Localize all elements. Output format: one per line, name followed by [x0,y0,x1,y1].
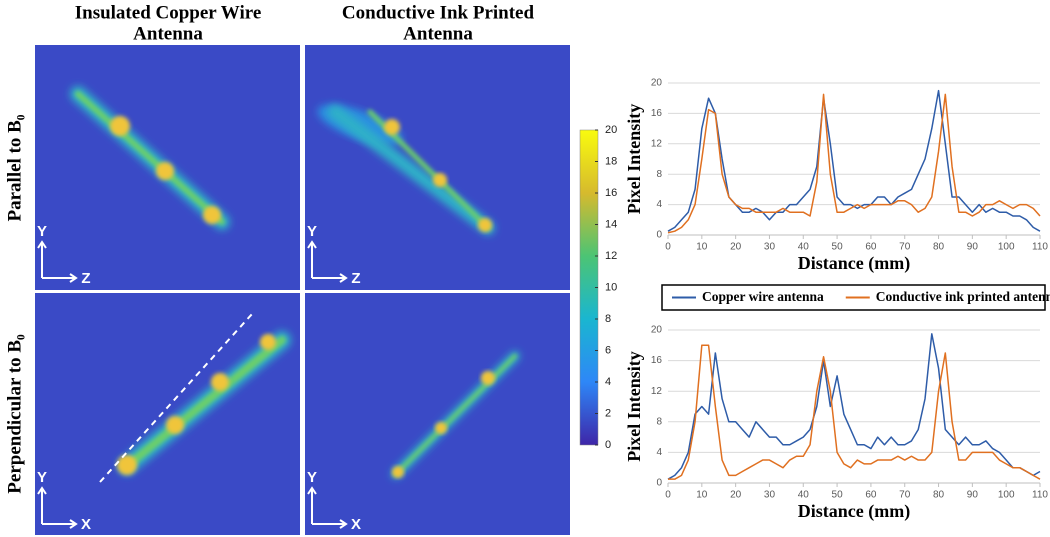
y-tick-label: 12 [651,386,663,397]
x-tick-label: 80 [933,242,945,253]
x-axis-label: Distance (mm) [798,501,910,522]
x-tick-label: 110 [1032,242,1048,253]
y-tick-label: 12 [651,138,663,149]
y-tick-label: 8 [656,416,662,427]
axis-letter: Z [351,270,360,287]
x-tick-label: 40 [798,242,810,253]
axis-letter: Y [37,469,47,486]
x-tick-label: 10 [696,242,708,253]
legend-label: Copper wire antenna [702,289,824,304]
axis-letter: Z [81,270,90,287]
y-tick-label: 16 [651,355,663,366]
x-tick-label: 90 [967,242,979,253]
y-tick-label: 16 [651,108,663,119]
x-tick-label: 110 [1032,490,1048,501]
y-tick-label: 0 [656,230,662,241]
colorbar-tick-label: 20 [605,124,617,136]
x-axis-label: Distance (mm) [798,253,910,274]
x-tick-label: 100 [998,242,1015,253]
x-tick-label: 50 [832,242,844,253]
colorbar-tick-label: 6 [605,344,611,356]
y-tick-label: 4 [656,199,662,210]
x-tick-label: 60 [865,490,877,501]
axis-letter: X [81,516,91,533]
x-tick-label: 20 [730,242,742,253]
axis-letter: Y [307,469,317,486]
y-axis-label: Pixel Intensity [624,104,644,215]
colorbar-tick-label: 10 [605,281,617,293]
image-panel [305,45,570,290]
axis-indicator [37,240,348,529]
image-panel [35,45,300,290]
colorbar-tick-label: 14 [605,218,617,230]
column-title: Conductive Ink Printed [342,2,535,23]
colorbar-tick-label: 4 [605,376,611,388]
x-tick-label: 10 [696,490,708,501]
x-tick-label: 0 [665,242,671,253]
x-tick-label: 90 [967,490,979,501]
x-tick-label: 50 [832,490,844,501]
x-tick-label: 30 [764,490,776,501]
image-panel [35,293,300,535]
x-tick-label: 70 [899,490,911,501]
column-title: Antenna [133,23,203,44]
data-line [668,344,1041,480]
colorbar-tick-label: 18 [605,155,617,167]
x-tick-label: 60 [865,242,877,253]
colorbar-tick-label: 8 [605,313,611,325]
colorbar-tick-label: 2 [605,407,611,419]
x-tick-label: 40 [798,490,810,501]
colorbar-tick-label: 16 [605,187,617,199]
axis-letter: X [351,516,361,533]
y-tick-label: 20 [651,325,663,336]
colorbar-tick-label: 12 [605,250,617,262]
y-tick-label: 20 [651,78,663,89]
y-axis-label: Pixel Intensity [624,351,644,462]
colorbar-tick-label: 0 [605,439,611,451]
x-tick-label: 30 [764,242,776,253]
column-title: Antenna [403,23,473,44]
axis-letter: Y [307,223,317,240]
row-label: Parallel to B₀ [4,114,25,221]
x-tick-label: 80 [933,490,945,501]
legend-label: Conductive ink printed antenna [876,289,1050,304]
x-tick-label: 0 [665,490,671,501]
image-panel [305,293,570,535]
y-tick-label: 4 [656,447,662,458]
data-line [667,333,1041,480]
y-tick-label: 0 [656,478,662,489]
y-tick-label: 8 [656,169,662,180]
data-line [667,89,1041,232]
column-title: Insulated Copper Wire [75,2,262,23]
data-line [667,93,1041,234]
x-tick-label: 20 [730,490,742,501]
axis-letter: Y [37,223,47,240]
row-label: Perpendicular to B₀ [4,334,25,494]
x-tick-label: 100 [998,490,1015,501]
x-tick-label: 70 [899,242,911,253]
